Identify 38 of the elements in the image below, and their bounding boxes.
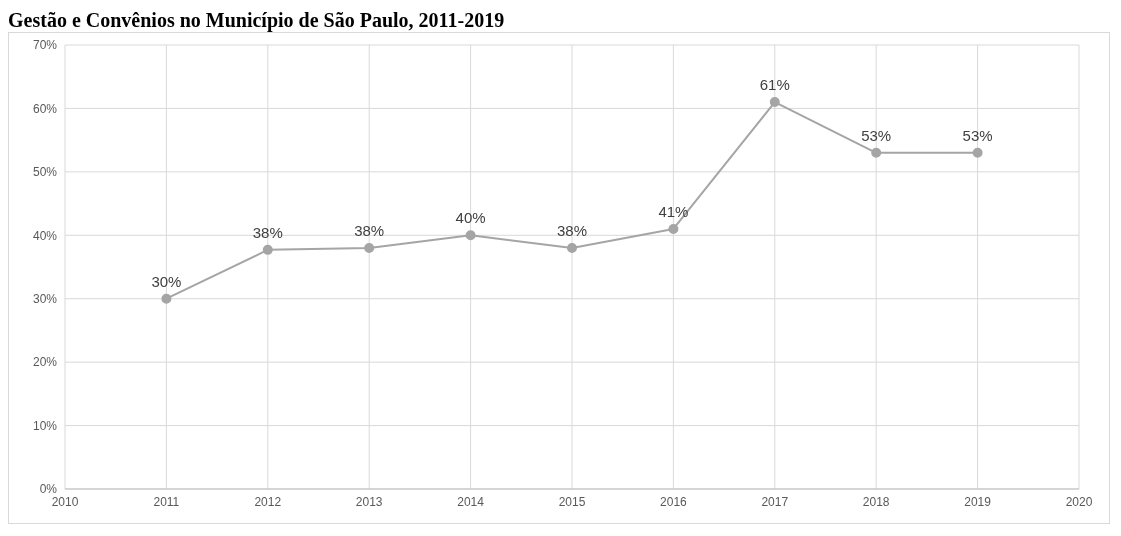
data-label: 53% [962, 126, 993, 144]
chart-title: Gestão e Convênios no Município de São Paulo, 2011-2019 [8, 8, 506, 32]
point [769, 97, 780, 108]
point [871, 147, 882, 158]
y-tick-label: 0% [39, 482, 58, 497]
y-tick-label: 60% [32, 101, 58, 116]
x-tick-label: 2010 [51, 494, 79, 509]
x-tick-label: 2018 [862, 494, 890, 509]
data-label: 38% [252, 223, 283, 241]
data-label: 38% [354, 221, 385, 239]
x-tick-label: 2020 [1065, 494, 1093, 509]
x-tick-label: 2012 [254, 494, 282, 509]
x-tick-label: 2011 [153, 494, 180, 509]
data-label: 40% [455, 209, 486, 227]
x-tick-label: 2017 [761, 494, 789, 509]
y-tick-label: 30% [32, 291, 58, 306]
y-tick-label: 10% [32, 418, 58, 433]
point [262, 244, 273, 255]
point [972, 147, 983, 158]
data-label: 41% [658, 202, 689, 220]
y-tick-label: 20% [32, 355, 58, 370]
x-tick-label: 2014 [457, 494, 485, 509]
x-tick-label: 2016 [660, 494, 688, 509]
y-tick-label: 70% [32, 38, 58, 53]
point [668, 223, 679, 234]
y-tick-label: 50% [32, 165, 58, 180]
y-tick-label: 40% [32, 228, 58, 243]
data-label: 53% [861, 126, 892, 144]
point [567, 242, 577, 253]
data-label: 38% [556, 221, 588, 239]
point [161, 293, 172, 304]
data-label: 61% [759, 76, 790, 94]
point [364, 242, 375, 253]
x-tick-label: 2019 [964, 494, 992, 509]
x-tick-label: 2013 [355, 494, 383, 509]
point [465, 230, 476, 241]
data-label: 30% [151, 272, 182, 290]
x-tick-label: 2015 [558, 494, 586, 509]
